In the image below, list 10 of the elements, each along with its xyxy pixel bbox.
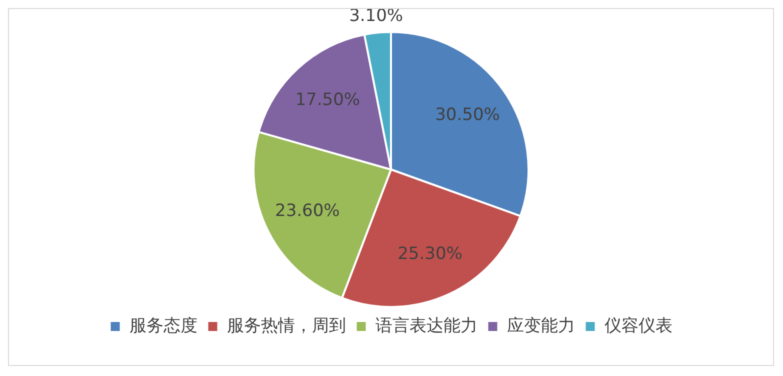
legend-label: 服务热情，周到 — [226, 316, 346, 336]
legend-label: 应变能力 — [506, 316, 575, 336]
legend-label: 服务态度 — [129, 316, 198, 336]
data-label: 30.50% — [435, 105, 500, 126]
data-label: 3.10% — [349, 6, 404, 26]
data-label: 23.60% — [275, 200, 340, 221]
legend-label: 语言表达能力 — [375, 316, 478, 336]
data-label: 25.30% — [398, 244, 462, 264]
data-label: 17.50% — [295, 90, 360, 110]
legend-label: 仪容仪表 — [604, 316, 672, 336]
